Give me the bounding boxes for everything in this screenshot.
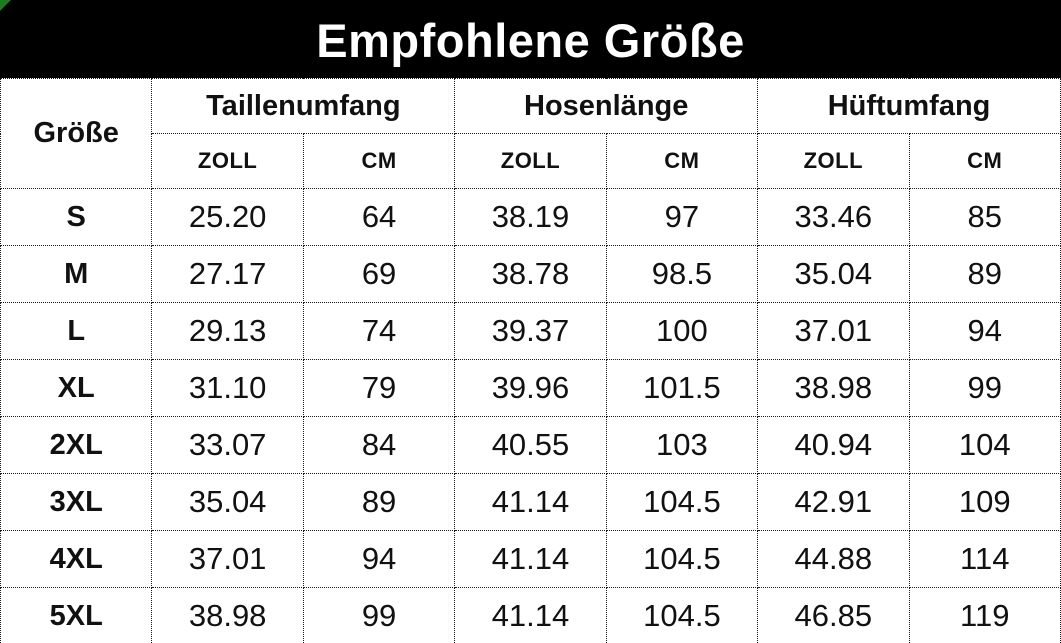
value-cell: 94	[908, 302, 1061, 360]
value-cell: 39.37	[454, 302, 607, 360]
table-row-l: L 29.13 74 39.37 100 37.01 94	[0, 302, 1061, 360]
unit-header-hip-zoll: ZOLL	[757, 133, 910, 189]
value-cell: 97	[605, 188, 759, 246]
size-label: L	[0, 302, 153, 360]
value-cell: 104.5	[605, 587, 759, 643]
value-cell: 99	[302, 587, 456, 643]
table-row-4xl: 4XL 37.01 94 41.14 104.5 44.88 114	[0, 530, 1061, 588]
unit-header-waist-zoll: ZOLL	[151, 133, 304, 189]
value-cell: 64	[302, 188, 456, 246]
value-cell: 85	[908, 188, 1061, 246]
value-cell: 74	[302, 302, 456, 360]
size-label: 5XL	[0, 587, 153, 643]
value-cell: 38.78	[454, 245, 607, 303]
size-label: M	[0, 245, 153, 303]
value-cell: 89	[302, 473, 456, 531]
value-cell: 101.5	[605, 359, 759, 417]
unit-header-hip-cm: CM	[908, 133, 1061, 189]
table-row-xl: XL 31.10 79 39.96 101.5 38.98 99	[0, 359, 1061, 417]
value-cell: 40.55	[454, 416, 607, 474]
value-cell: 29.13	[151, 302, 304, 360]
value-cell: 94	[302, 530, 456, 588]
group-header-row: Größe Taillenumfang Hosenlänge Hüftumfan…	[0, 78, 1061, 189]
column-header-size: Größe	[0, 78, 153, 189]
value-cell: 38.98	[151, 587, 304, 643]
value-cell: 35.04	[757, 245, 910, 303]
table-row-2xl: 2XL 33.07 84 40.55 103 40.94 104	[0, 416, 1061, 474]
value-cell: 89	[908, 245, 1061, 303]
value-cell: 79	[302, 359, 456, 417]
value-cell: 33.07	[151, 416, 304, 474]
size-label: 2XL	[0, 416, 153, 474]
value-cell: 38.19	[454, 188, 607, 246]
value-cell: 25.20	[151, 188, 304, 246]
column-header-waist: Taillenumfang	[151, 78, 456, 134]
value-cell: 103	[605, 416, 759, 474]
value-cell: 41.14	[454, 587, 607, 643]
table-row-m: M 27.17 69 38.78 98.5 35.04 89	[0, 245, 1061, 303]
value-cell: 40.94	[757, 416, 910, 474]
value-cell: 119	[908, 587, 1061, 643]
value-cell: 42.91	[757, 473, 910, 531]
table-row-3xl: 3XL 35.04 89 41.14 104.5 42.91 109	[0, 473, 1061, 531]
value-cell: 33.46	[757, 188, 910, 246]
value-cell: 69	[302, 245, 456, 303]
size-label: 3XL	[0, 473, 153, 531]
page-title: Empfohlene Größe	[316, 13, 745, 67]
value-cell: 38.98	[757, 359, 910, 417]
value-cell: 44.88	[757, 530, 910, 588]
value-cell: 84	[302, 416, 456, 474]
table-row-5xl: 5XL 38.98 99 41.14 104.5 46.85 119	[0, 587, 1061, 643]
value-cell: 31.10	[151, 359, 304, 417]
size-chart-table: Größe Taillenumfang Hosenlänge Hüftumfan…	[0, 78, 1061, 643]
value-cell: 37.01	[151, 530, 304, 588]
value-cell: 104.5	[605, 530, 759, 588]
unit-header-row: ZOLL CM ZOLL CM ZOLL CM	[1, 133, 1061, 189]
unit-header-waist-cm: CM	[302, 133, 456, 189]
value-cell: 104	[908, 416, 1061, 474]
value-cell: 109	[908, 473, 1061, 531]
unit-header-length-zoll: ZOLL	[454, 133, 607, 189]
table-row-s: S 25.20 64 38.19 97 33.46 85	[0, 188, 1061, 246]
value-cell: 39.96	[454, 359, 607, 417]
value-cell: 99	[908, 359, 1061, 417]
title-banner: Empfohlene Größe	[0, 0, 1061, 78]
value-cell: 41.14	[454, 473, 607, 531]
column-header-hip: Hüftumfang	[757, 78, 1061, 134]
value-cell: 37.01	[757, 302, 910, 360]
corner-artifact	[0, 0, 11, 11]
value-cell: 104.5	[605, 473, 759, 531]
value-cell: 27.17	[151, 245, 304, 303]
unit-header-length-cm: CM	[605, 133, 759, 189]
value-cell: 98.5	[605, 245, 759, 303]
value-cell: 46.85	[757, 587, 910, 643]
column-header-pants-length: Hosenlänge	[454, 78, 759, 134]
size-label: S	[0, 188, 153, 246]
value-cell: 114	[908, 530, 1061, 588]
value-cell: 100	[605, 302, 759, 360]
size-label: 4XL	[0, 530, 153, 588]
size-label: XL	[0, 359, 153, 417]
value-cell: 35.04	[151, 473, 304, 531]
value-cell: 41.14	[454, 530, 607, 588]
